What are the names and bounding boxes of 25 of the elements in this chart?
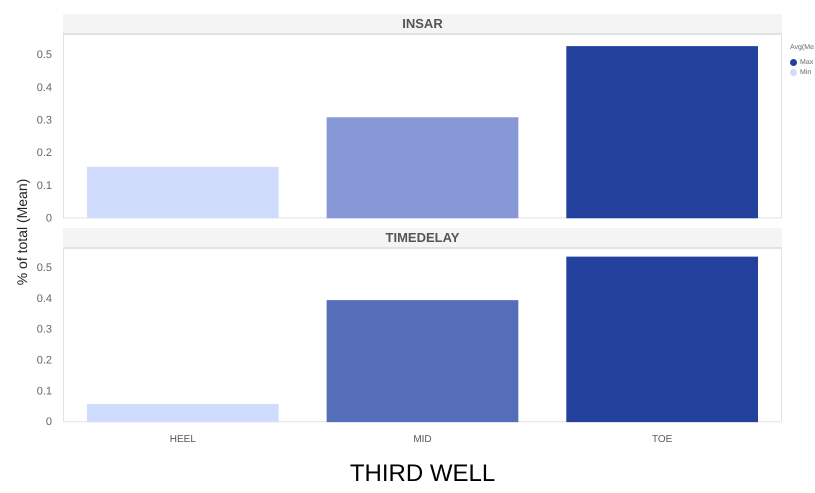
y-tick-label: 0: [46, 212, 52, 224]
x-tick-label: TOE: [652, 434, 673, 445]
x-axis-title: THIRD WELL: [350, 460, 496, 488]
y-tick-label: 0.3: [36, 324, 52, 336]
y-tick-label: 0: [46, 416, 52, 428]
y-tick-label: 0.1: [36, 385, 52, 398]
y-tick-label: 0.4: [36, 292, 52, 305]
bar: [566, 46, 758, 218]
x-tick-label: MID: [413, 434, 432, 445]
chart-title: INSAR: [63, 14, 782, 34]
bar: [326, 117, 518, 218]
bar: [326, 300, 518, 422]
x-tick-label: HEEL: [170, 434, 196, 445]
bar: [86, 404, 279, 422]
bar: [86, 166, 279, 218]
bar: [566, 256, 758, 422]
y-tick-label: 0.1: [36, 180, 52, 192]
y-tick-label: 0.2: [36, 147, 52, 160]
y-axis-title: % of total (Mean): [14, 178, 30, 286]
y-tick-label: 0.4: [36, 82, 52, 94]
y-tick-label: 0.3: [36, 114, 52, 127]
y-tick-label: 0.5: [36, 262, 52, 274]
y-tick-label: 0.5: [36, 49, 52, 62]
y-tick-label: 0.2: [36, 354, 52, 367]
chart-title: TIMEDELAY: [63, 228, 782, 248]
